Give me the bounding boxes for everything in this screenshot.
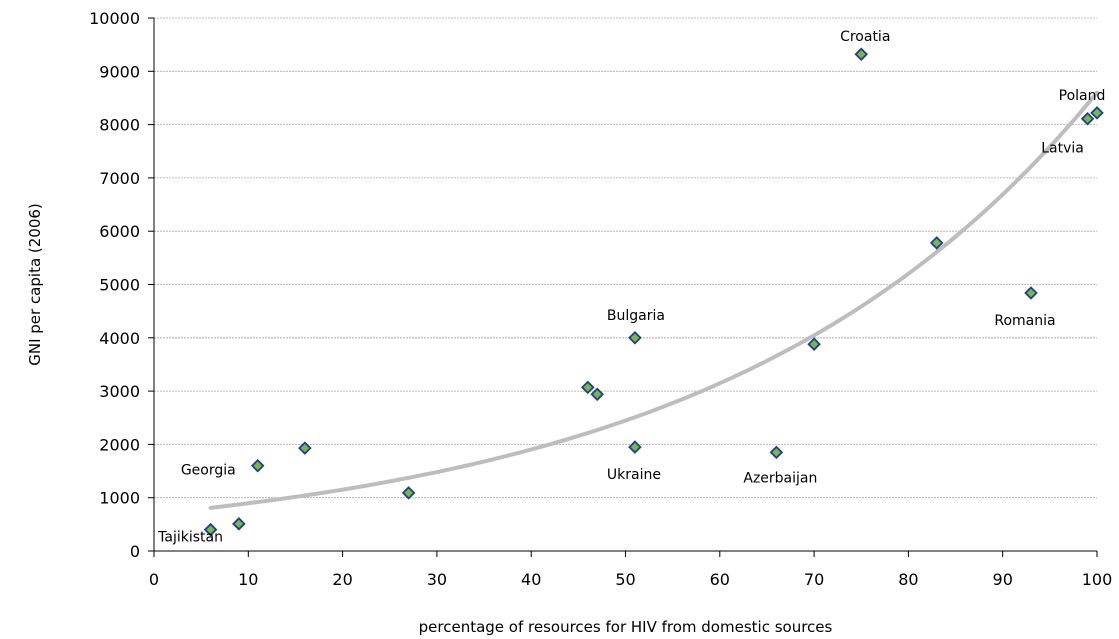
data-point-labels: Tajikistan Georgia Bulgaria Ukraine Azerbaij… — [157, 29, 1105, 545]
data-point — [401, 486, 416, 500]
data-point — [628, 331, 642, 345]
x-tick-label: 50 — [615, 570, 635, 589]
x-tick-label: 70 — [804, 570, 824, 589]
y-tick-label: 5000 — [99, 276, 140, 295]
y-tick-label: 6000 — [99, 222, 140, 241]
data-point — [1080, 111, 1095, 126]
grid-lines — [154, 17, 1097, 499]
y-tick-label: 1000 — [99, 489, 140, 508]
y-tick-label: 9000 — [99, 62, 140, 81]
data-point — [1024, 286, 1038, 300]
data-points — [203, 47, 1104, 537]
data-point-label: Ukraine — [607, 467, 661, 483]
data-point-label: Romania — [994, 313, 1055, 329]
x-tick-label: 100 — [1082, 570, 1113, 589]
x-tick-label: 30 — [427, 570, 447, 589]
y-axis-title: GNI per capita (2006) — [26, 203, 44, 366]
x-tick-label: 0 — [149, 570, 159, 589]
data-point-label: Tajikistan — [157, 530, 223, 546]
x-tick-label: 10 — [238, 570, 258, 589]
data-point-label: Bulgaria — [607, 308, 665, 324]
x-axis-title: percentage of resources for HIV from dom… — [419, 618, 833, 636]
data-point — [854, 47, 869, 62]
data-point — [232, 517, 246, 531]
y-axis-ticks: 0 1000 2000 3000 4000 5000 6000 7000 8000 9000 100… — [89, 9, 154, 561]
data-point — [581, 380, 595, 395]
x-axis-ticks: 0 10 20 30 40 50 60 70 80 90 100 — [149, 551, 1112, 589]
y-tick-label: 0 — [130, 542, 140, 561]
x-tick-label: 80 — [898, 570, 918, 589]
data-point — [250, 458, 265, 473]
x-tick-label: 20 — [332, 570, 352, 589]
x-tick-label: 60 — [710, 570, 730, 589]
data-point-label: Latvia — [1041, 141, 1084, 157]
y-tick-label: 10000 — [89, 9, 140, 28]
data-point — [590, 387, 604, 402]
y-tick-label: 3000 — [99, 382, 140, 401]
data-point-label: Croatia — [840, 29, 890, 45]
data-point-label: Georgia — [181, 463, 236, 479]
y-tick-label: 2000 — [99, 435, 140, 454]
data-point — [769, 445, 784, 460]
data-point-label: Azerbaijan — [743, 470, 817, 486]
data-point — [807, 337, 821, 351]
y-tick-label: 4000 — [99, 329, 140, 348]
x-tick-label: 90 — [993, 570, 1013, 589]
data-point — [298, 441, 312, 455]
data-point-label: Poland — [1059, 88, 1106, 104]
y-tick-label: 8000 — [99, 116, 140, 135]
x-tick-label: 40 — [521, 570, 541, 589]
data-point — [628, 440, 642, 454]
data-point — [1090, 106, 1104, 120]
data-point — [929, 236, 944, 250]
trendline — [208, 90, 1099, 510]
y-tick-label: 7000 — [99, 169, 140, 188]
data-point — [203, 522, 218, 537]
